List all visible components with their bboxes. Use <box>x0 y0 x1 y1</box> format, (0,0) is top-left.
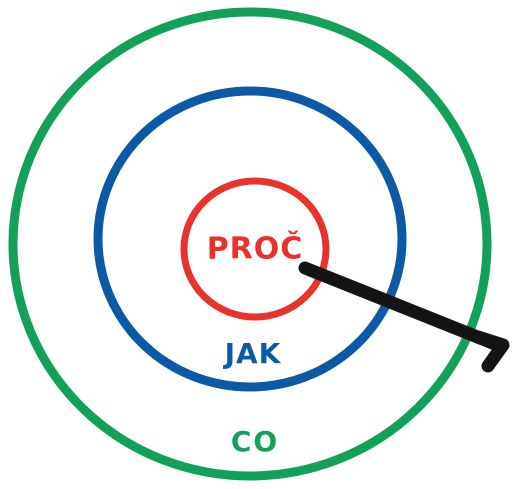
arrow-icon <box>298 261 510 373</box>
label-proc: PROČ <box>207 230 304 267</box>
inner-circle-proc <box>180 177 330 321</box>
label-jak: JAK <box>223 337 282 370</box>
outer-circle-co <box>8 7 492 481</box>
middle-circle-jak <box>93 86 407 392</box>
label-co: CO <box>231 425 279 458</box>
arrow-head <box>471 330 510 373</box>
arrow-shaft <box>298 261 507 353</box>
